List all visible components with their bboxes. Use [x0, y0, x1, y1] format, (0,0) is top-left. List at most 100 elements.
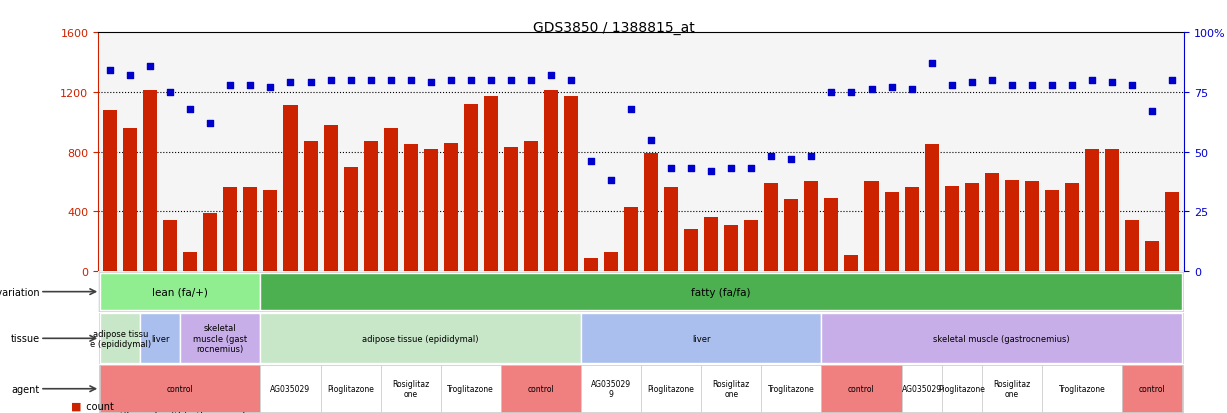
Point [1102, 80, 1121, 86]
Point [1042, 82, 1061, 89]
Bar [183, 252, 198, 271]
Bar [982, 366, 1042, 412]
Text: liver: liver [151, 334, 169, 343]
Point [601, 178, 621, 184]
Text: ■: ■ [71, 401, 82, 411]
Bar [1085, 149, 1099, 271]
Text: skeletal
muscle (gast
rocnemius): skeletal muscle (gast rocnemius) [194, 324, 248, 354]
Bar [764, 183, 778, 271]
Point [1162, 77, 1182, 84]
Bar [902, 366, 941, 412]
Bar [123, 128, 137, 271]
Bar [423, 149, 438, 271]
Point [501, 77, 520, 84]
Text: adipose tissu
e (epididymal): adipose tissu e (epididymal) [90, 329, 151, 348]
Bar [964, 183, 979, 271]
Bar [544, 91, 558, 271]
Bar [642, 366, 701, 412]
Point [161, 89, 180, 96]
Bar [464, 104, 477, 271]
Point [421, 80, 440, 86]
Point [180, 106, 200, 113]
Point [301, 80, 320, 86]
Text: Pioglitazone: Pioglitazone [648, 385, 694, 393]
Bar [320, 366, 380, 412]
Bar [303, 142, 318, 271]
Bar [604, 252, 618, 271]
Point [361, 77, 380, 84]
Point [341, 77, 361, 84]
Bar [925, 145, 939, 271]
Point [702, 168, 721, 175]
Point [1022, 82, 1042, 89]
Point [621, 106, 640, 113]
Text: Pioglitazone: Pioglitazone [328, 385, 374, 393]
Point [681, 166, 701, 172]
Bar [761, 366, 821, 412]
Text: Troglitazone: Troglitazone [1059, 385, 1106, 393]
Text: control: control [167, 385, 194, 393]
Bar [363, 142, 378, 271]
Point [801, 154, 821, 160]
Bar [501, 366, 582, 412]
Bar [701, 366, 761, 412]
Bar [825, 198, 838, 271]
Text: Rosiglitaz
one: Rosiglitaz one [393, 379, 429, 399]
Bar [380, 366, 440, 412]
Point [741, 166, 761, 172]
Bar [1106, 149, 1119, 271]
Bar [582, 366, 642, 412]
Point [221, 82, 240, 89]
Text: Pioglitazone: Pioglitazone [939, 385, 985, 393]
Bar [724, 225, 739, 271]
Point [1002, 82, 1022, 89]
Text: GDS3850 / 1388815_at: GDS3850 / 1388815_at [533, 21, 694, 35]
Point [320, 77, 340, 84]
Text: control: control [1139, 385, 1166, 393]
Text: Rosiglitaz
one: Rosiglitaz one [993, 379, 1031, 399]
Bar [103, 111, 118, 271]
Point [882, 85, 902, 91]
Bar [384, 128, 398, 271]
Point [101, 68, 120, 74]
Bar [821, 366, 902, 412]
Bar [264, 191, 277, 271]
Bar [1025, 182, 1039, 271]
Bar [584, 258, 598, 271]
Text: Troglitazone: Troglitazone [768, 385, 815, 393]
Point [921, 61, 941, 67]
Bar [865, 182, 879, 271]
Bar [941, 366, 982, 412]
Point [260, 85, 280, 91]
Point [962, 80, 982, 86]
Point [902, 87, 921, 94]
Point [661, 166, 681, 172]
Bar [1121, 366, 1182, 412]
Bar [101, 366, 260, 412]
Bar [1164, 192, 1179, 271]
Bar [1145, 242, 1160, 271]
Bar [784, 200, 799, 271]
Bar [260, 366, 320, 412]
Text: count: count [80, 401, 114, 411]
Bar [844, 255, 859, 271]
Text: tissue: tissue [11, 334, 40, 344]
Bar [180, 313, 260, 363]
Point [1123, 82, 1142, 89]
Point [942, 82, 962, 89]
Bar [625, 207, 638, 271]
Text: AG035029
9: AG035029 9 [591, 379, 631, 399]
Point [982, 77, 1001, 84]
Text: fatty (fa/fa): fatty (fa/fa) [692, 287, 751, 297]
Point [440, 77, 460, 84]
Point [1142, 108, 1162, 115]
Point [380, 77, 400, 84]
Text: skeletal muscle (gastrocnemius): skeletal muscle (gastrocnemius) [934, 334, 1070, 343]
Text: agent: agent [12, 384, 40, 394]
Bar [223, 188, 237, 271]
Bar [745, 221, 758, 271]
Point [822, 89, 842, 96]
Text: AG035029: AG035029 [270, 385, 310, 393]
Point [140, 63, 160, 70]
Bar [805, 182, 818, 271]
